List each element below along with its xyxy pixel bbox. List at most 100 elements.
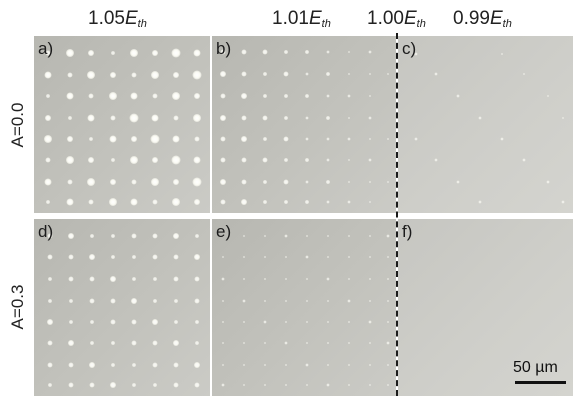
laser-spot — [152, 254, 158, 260]
laser-spot — [110, 276, 116, 282]
laser-spot — [347, 94, 351, 98]
laser-spot — [110, 72, 116, 78]
laser-spot — [327, 256, 329, 258]
laser-spot — [194, 276, 200, 282]
laser-spot — [110, 382, 116, 388]
laser-spot — [241, 71, 247, 77]
laser-spot — [305, 50, 309, 54]
laser-spot — [369, 138, 371, 140]
laser-spot — [220, 199, 226, 205]
laser-spot — [263, 72, 267, 76]
laser-spot — [131, 72, 137, 78]
laser-spot — [172, 92, 180, 100]
laser-spot — [243, 384, 245, 386]
laser-spot — [88, 157, 94, 163]
laser-spot — [174, 320, 178, 324]
panel-b: b) — [212, 36, 396, 213]
laser-spot — [69, 299, 73, 303]
laser-spot — [369, 278, 371, 280]
laser-spot — [348, 321, 350, 323]
laser-spot — [369, 95, 371, 97]
laser-spot — [152, 340, 158, 346]
laser-spot — [111, 341, 115, 345]
laser-spot — [387, 181, 389, 183]
laser-spot — [456, 94, 460, 98]
laser-spot — [387, 138, 389, 140]
laser-spot — [171, 155, 181, 165]
laser-spot — [88, 199, 94, 205]
laser-spot — [194, 254, 200, 260]
laser-spot — [111, 158, 115, 162]
laser-spot — [434, 72, 438, 76]
laser-spot — [348, 181, 350, 183]
laser-spot — [241, 199, 247, 205]
laser-spot — [88, 93, 94, 99]
laser-spot — [241, 136, 247, 142]
laser-spot — [44, 71, 52, 79]
laser-spot — [456, 180, 460, 184]
laser-spot — [243, 278, 245, 280]
laser-spot — [152, 93, 158, 99]
laser-spot — [46, 94, 50, 98]
laser-spot — [305, 72, 309, 76]
laser-spot — [89, 137, 93, 141]
laser-spot — [194, 382, 200, 388]
laser-spot — [501, 53, 503, 55]
laser-spot — [67, 136, 73, 142]
laser-spot — [241, 93, 247, 99]
laser-spot — [368, 50, 372, 54]
laser-spot — [111, 234, 115, 238]
panel-label: c) — [402, 39, 417, 58]
laser-spot — [151, 71, 159, 79]
laser-spot — [562, 117, 564, 119]
laser-spot — [327, 364, 329, 366]
laser-spot — [386, 341, 390, 345]
laser-spot — [241, 157, 247, 163]
laser-spot — [222, 321, 224, 323]
laser-spot — [348, 342, 350, 344]
laser-spot — [348, 384, 350, 386]
laser-spot — [522, 158, 526, 162]
laser-spot — [326, 180, 330, 184]
laser-spot — [89, 362, 95, 368]
laser-spot — [284, 341, 288, 345]
laser-spot — [153, 299, 157, 303]
laser-spot — [327, 321, 329, 323]
laser-spot — [500, 137, 504, 141]
column-header-1: 1.05Eth — [88, 8, 147, 30]
column-header-3: 1.00Eth — [367, 8, 426, 30]
laser-spot — [264, 256, 266, 258]
laser-spot — [69, 320, 73, 324]
laser-spot — [305, 200, 309, 204]
laser-spot — [305, 137, 309, 141]
laser-spot — [327, 235, 329, 237]
laser-spot — [326, 158, 330, 162]
laser-spot — [195, 234, 199, 238]
laser-spot — [174, 299, 178, 303]
laser-spot — [109, 92, 117, 100]
laser-spot — [132, 255, 136, 259]
laser-spot — [243, 342, 245, 344]
laser-spot — [220, 49, 226, 55]
laser-spot — [46, 200, 50, 204]
laser-spot — [90, 320, 94, 324]
laser-spot — [348, 364, 350, 366]
laser-spot — [68, 362, 74, 368]
laser-spot — [347, 299, 351, 303]
panel-f: f) — [398, 219, 573, 396]
laser-spot — [173, 254, 179, 260]
laser-spot — [222, 256, 224, 258]
laser-spot — [130, 156, 138, 164]
laser-spot — [193, 156, 201, 164]
laser-spot — [90, 341, 94, 345]
laser-spot — [478, 116, 482, 120]
laser-spot — [68, 254, 74, 260]
laser-spot — [284, 50, 288, 54]
laser-spot — [48, 299, 52, 303]
laser-spot — [68, 382, 74, 388]
row-label-top: A=0.0 — [8, 102, 27, 148]
laser-spot — [47, 340, 53, 346]
laser-spot — [284, 116, 288, 120]
laser-spot — [264, 342, 266, 344]
